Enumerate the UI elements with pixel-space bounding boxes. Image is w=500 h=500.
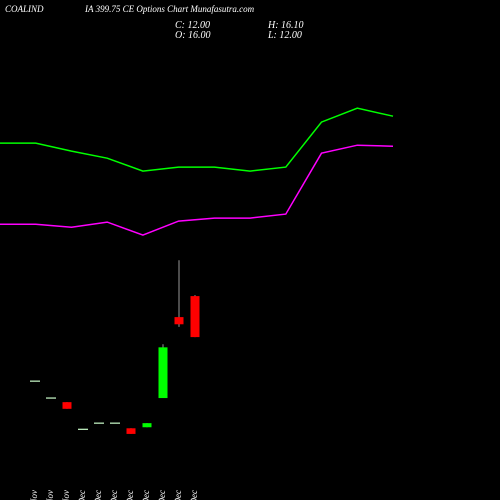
x-tick-label: 20 Dec <box>141 490 151 500</box>
title-left: COALIND <box>5 4 44 14</box>
x-tick-label: 18 Nov <box>29 490 39 500</box>
low-label: L: 12.00 <box>267 30 302 41</box>
x-tick-label: 21 Nov <box>61 490 71 500</box>
candle-body <box>190 296 200 338</box>
candle-body <box>62 402 72 409</box>
candle-body <box>142 423 152 428</box>
x-tick-label: 19 Nov <box>45 490 55 500</box>
x-tick-label: 24 Dec <box>173 490 183 500</box>
candle-body <box>174 317 184 325</box>
candle-body <box>126 428 136 434</box>
x-tick-label: 19 Dec <box>125 490 135 500</box>
indicator-line <box>0 107 394 172</box>
close-label: C: 12.00 <box>175 20 210 31</box>
x-tick-label: 10 Dec <box>93 490 103 500</box>
title-right: IA 399.75 CE Options Chart Munafasutra.c… <box>84 4 255 14</box>
indicator-line <box>0 144 394 236</box>
high-label: H: 16.10 <box>267 20 304 31</box>
x-tick-label: 09 Dec <box>77 490 87 500</box>
x-tick-label: 11 Dec <box>109 490 119 500</box>
x-tick-label: 23 Dec <box>157 490 167 500</box>
candle-body <box>158 347 168 399</box>
x-tick-label: 26 Dec <box>189 490 199 500</box>
open-label: O: 16.00 <box>175 30 211 41</box>
